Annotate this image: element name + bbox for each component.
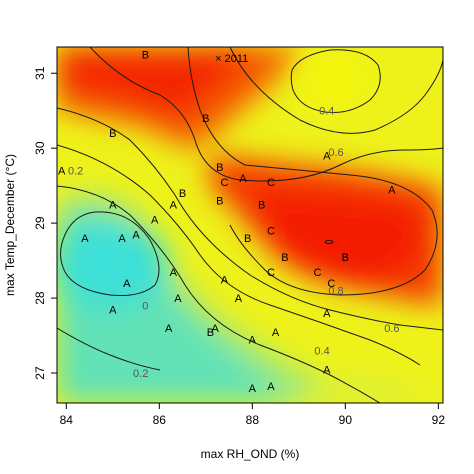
x-axis-title: max RH_OND (%)	[201, 447, 300, 461]
data-point-b: B	[216, 196, 223, 208]
data-point-c: C	[220, 177, 228, 189]
data-point-a: A	[323, 364, 331, 376]
contour-line	[57, 327, 161, 371]
contour-line	[229, 47, 443, 134]
data-point-a: A	[123, 278, 131, 290]
data-point-a: A	[58, 166, 66, 178]
contour-line	[187, 47, 438, 296]
annotation-label: × 2011	[215, 53, 248, 65]
contour-line	[324, 240, 334, 244]
data-point-a: A	[235, 293, 243, 305]
data-point-a: A	[109, 199, 117, 211]
y-tick-label: 28	[33, 291, 47, 305]
data-point-a: A	[174, 293, 182, 305]
data-point-b: B	[207, 327, 214, 339]
contour-line	[60, 211, 160, 296]
x-axis: 84 86 88 90 92	[60, 403, 446, 427]
data-point-a: A	[323, 151, 331, 163]
data-point-b: B	[258, 199, 265, 211]
data-point-b: B	[216, 162, 223, 174]
data-point-a: A	[170, 199, 178, 211]
data-point-c: C	[267, 267, 275, 279]
data-point-c: C	[313, 267, 321, 279]
data-point-b: B	[179, 188, 186, 200]
data-point-a: A	[249, 383, 257, 395]
data-point-a: A	[272, 327, 280, 339]
data-point-a: A	[151, 214, 159, 226]
data-point-a: A	[323, 308, 331, 320]
contour-line	[57, 107, 443, 331]
data-point-a: A	[118, 233, 126, 245]
y-axis: 27 28 29 30 31	[33, 66, 57, 380]
contour-label: 0.4	[314, 346, 329, 358]
data-point-b: B	[142, 49, 149, 61]
data-point-b: B	[244, 233, 251, 245]
contour-label: 0.2	[68, 166, 83, 178]
data-point-b: B	[109, 128, 116, 140]
contour-label: 0.6	[328, 147, 343, 159]
contour-line	[57, 185, 381, 403]
x-tick-label: 88	[246, 413, 260, 427]
x-tick-label: 86	[153, 413, 167, 427]
data-point-a: A	[81, 233, 89, 245]
data-point-c: C	[327, 278, 335, 290]
annotations: × 2011	[215, 53, 248, 65]
x-tick-label: 92	[432, 413, 446, 427]
heatmap-surface	[57, 47, 443, 403]
y-tick-label: 29	[33, 216, 47, 230]
y-axis-title: max Temp_December (°C)	[3, 154, 17, 296]
y-tick-label: 30	[33, 141, 47, 155]
data-point-a: A	[221, 274, 229, 286]
contour-line	[57, 144, 421, 366]
data-point-a: A	[132, 229, 140, 241]
data-point-b: B	[202, 113, 209, 125]
y-tick-label: 31	[33, 66, 47, 80]
data-point-a: A	[165, 323, 173, 335]
contour-label: 0.4	[319, 106, 334, 118]
contour-label: 0.8	[328, 286, 343, 298]
data-point-b: B	[281, 252, 288, 264]
data-point-a: A	[249, 334, 257, 346]
contour-line	[89, 47, 443, 182]
data-point-a: A	[170, 267, 178, 279]
data-point-b: B	[342, 252, 349, 264]
plot-frame	[56, 46, 444, 404]
data-point-a: A	[239, 173, 247, 185]
data-point-a: A	[267, 381, 275, 393]
data-point-a: A	[211, 323, 219, 335]
contour-label: 0.6	[384, 323, 399, 335]
y-tick-label: 27	[33, 366, 47, 380]
data-point-a: A	[109, 304, 117, 316]
data-point-a: A	[388, 184, 396, 196]
contour-labels: 0 0.2 0.2 0.4 0.4 0.6 0.6 0.8	[68, 106, 400, 380]
x-tick-label: 84	[60, 413, 74, 427]
data-point-c: C	[267, 177, 275, 189]
contour-lines	[57, 47, 443, 403]
data-point-c: C	[267, 226, 275, 238]
contour-label: 0.2	[133, 368, 148, 380]
x-tick-label: 90	[339, 413, 353, 427]
contour-label: 0	[142, 301, 148, 313]
contour-line	[290, 49, 381, 113]
